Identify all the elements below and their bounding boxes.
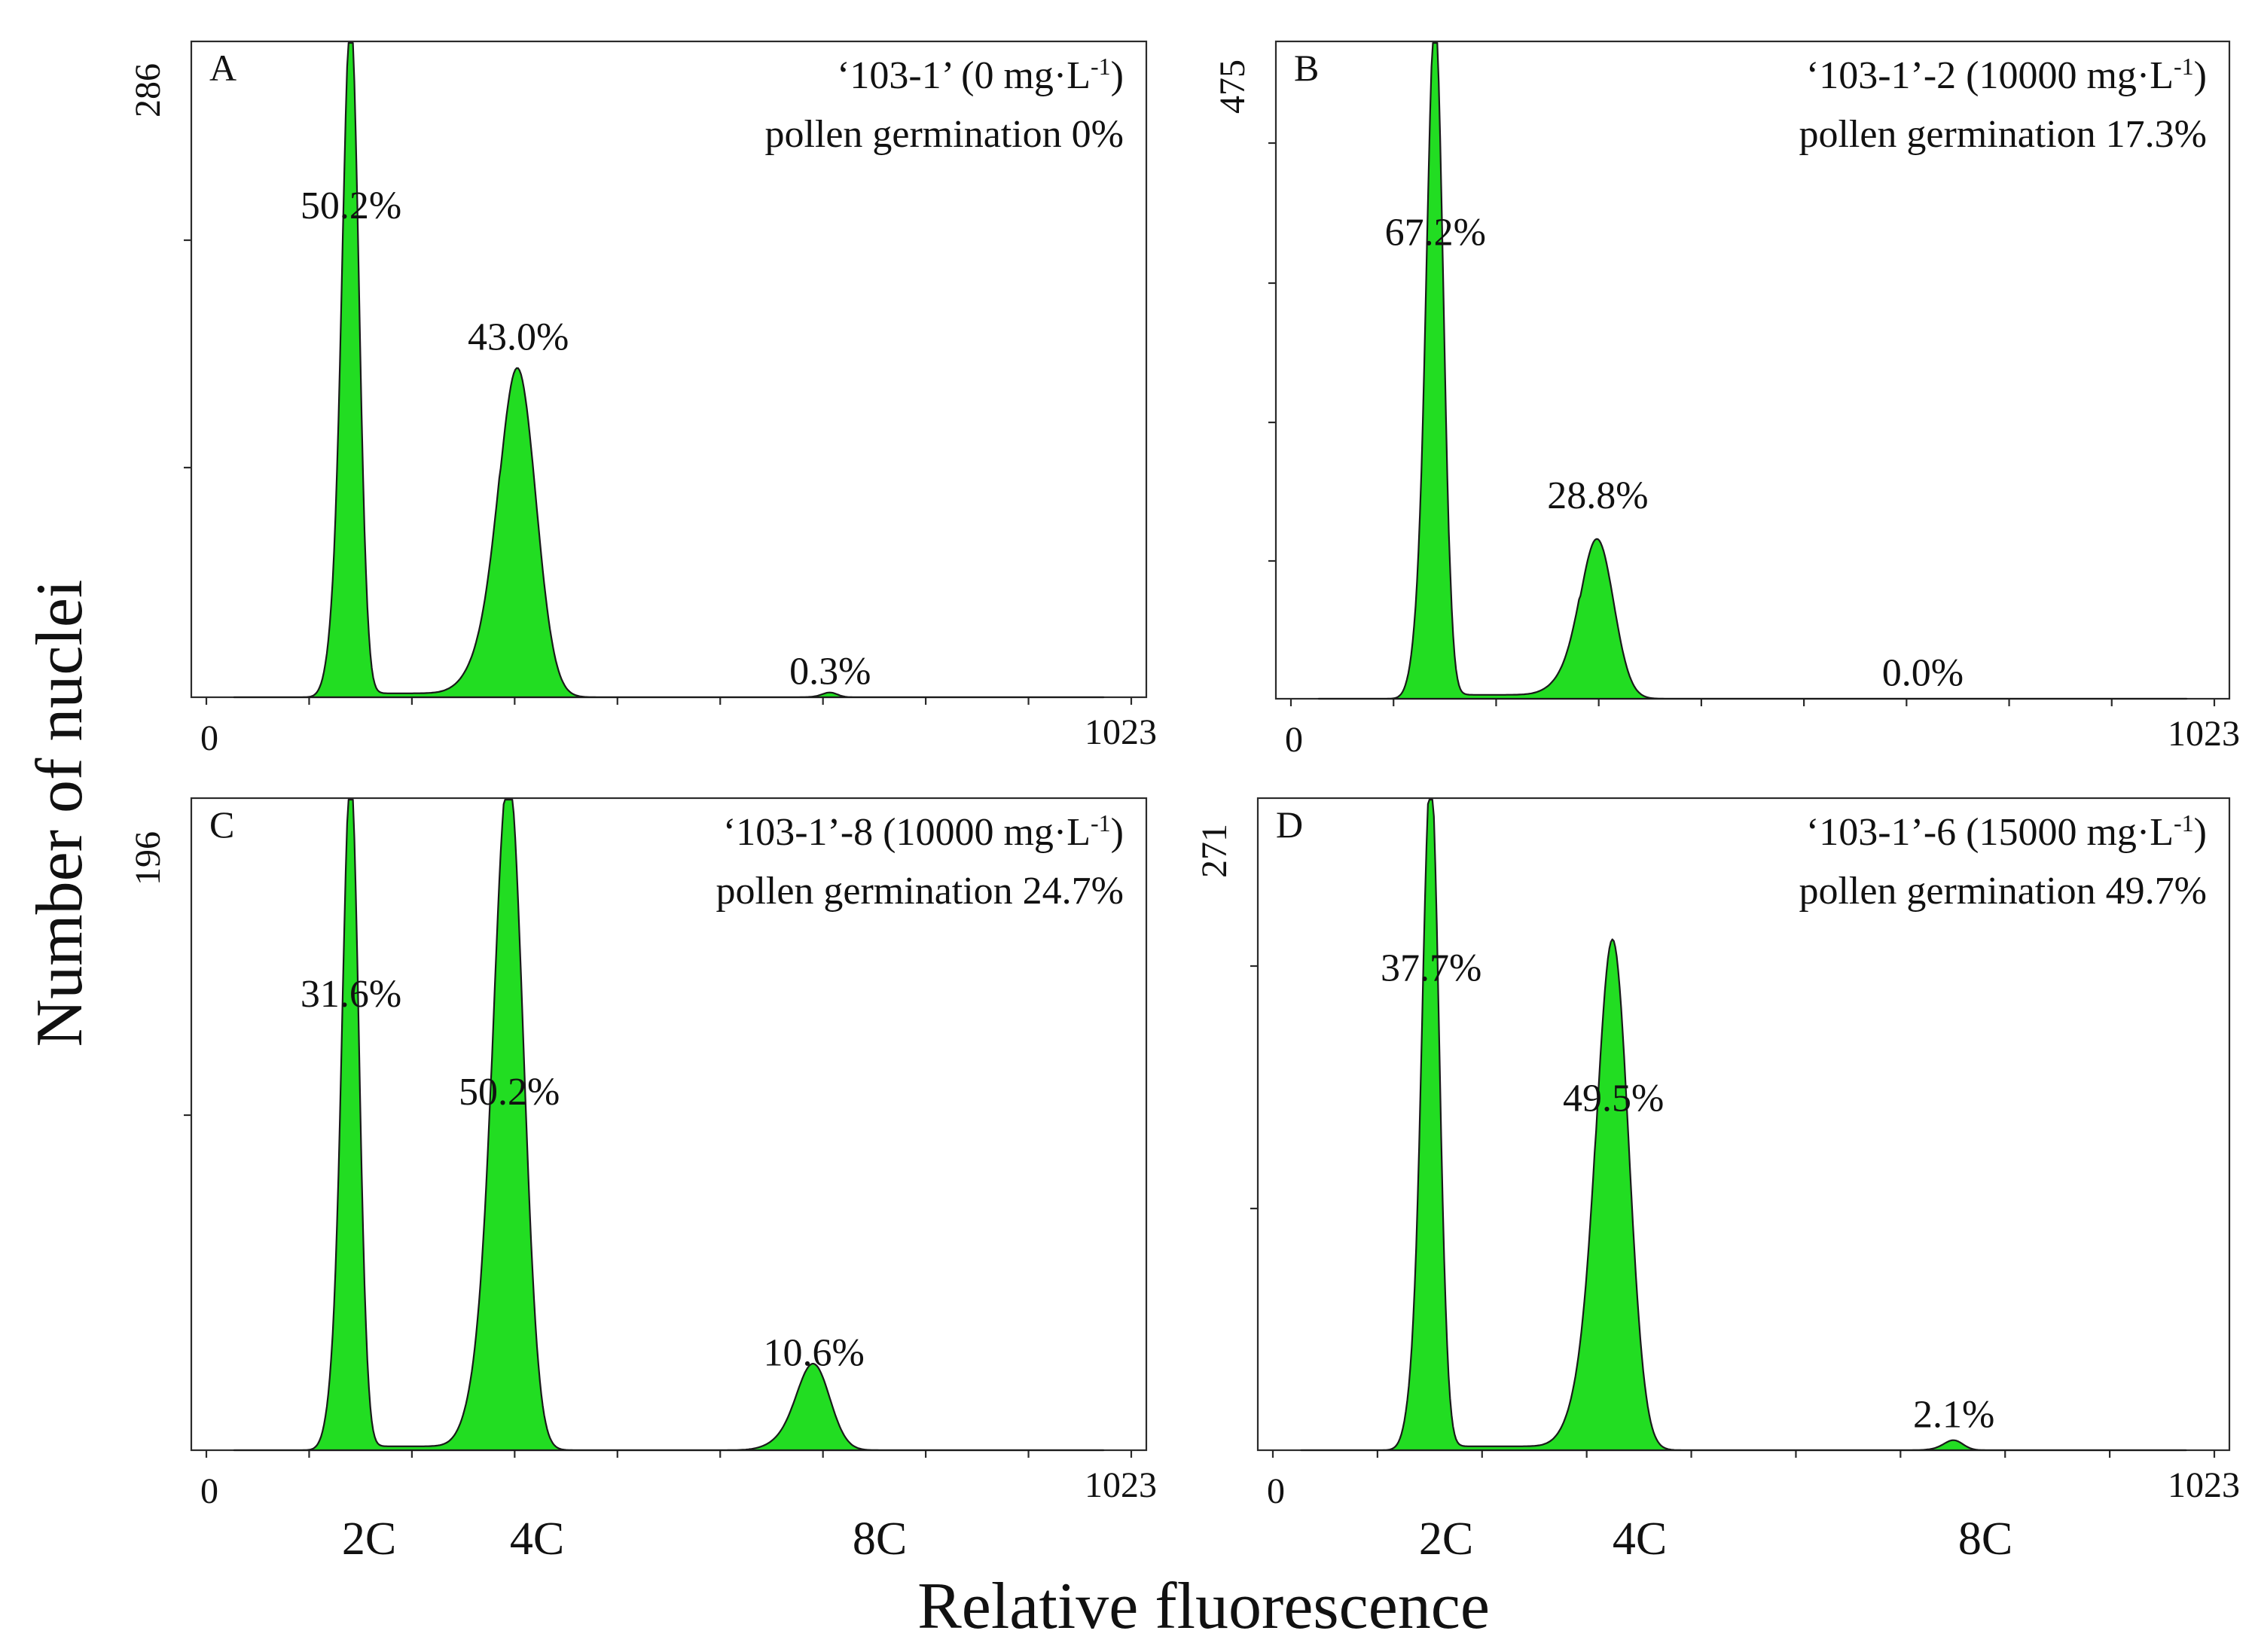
panel-a-sample-text: ‘103-1’ (0 mg·L <box>837 54 1091 97</box>
peak-label-8c-panel-d: 8C <box>1958 1513 2012 1565</box>
panel-c-sample-close: ) <box>1111 811 1124 854</box>
panel-c-letter: C <box>209 803 234 846</box>
panel-a-y-max: 286 <box>128 63 168 117</box>
panel-a-histogram <box>233 41 1105 699</box>
panel-d-x-min: 0 <box>1267 1471 1285 1511</box>
panel-a-x-max: 1023 <box>1085 712 1157 752</box>
panel-b-peak-1-percent: 67.2% <box>1385 212 1486 255</box>
peak-label-2c-panel-c: 2C <box>342 1513 396 1565</box>
panel-a-peak-1-percent: 50.2% <box>301 184 401 227</box>
panel-c-germination-label: pollen germination 24.7% <box>716 870 1124 913</box>
panel-c-sample-exp: -1 <box>1091 809 1111 837</box>
panel-c-peak-3-percent: 10.6% <box>763 1331 864 1374</box>
y-axis-title: Number of nuclei <box>23 580 96 1047</box>
panel-d: D ‘103-1’-6 (15000 mg·L-1) pollen germinat… <box>1195 797 2240 1511</box>
panel-a-sample-label: ‘103-1’ (0 mg·L-1) <box>837 53 1124 97</box>
panel-d-sample-text: ‘103-1’-6 (15000 mg·L <box>1806 811 2174 854</box>
panel-d-sample-close: ) <box>2194 811 2207 854</box>
peak-label-4c-panel-c: 4C <box>510 1513 564 1565</box>
panel-b: B ‘103-1’-2 (10000 mg·L-1) pollen germinat… <box>1213 40 2240 760</box>
panel-b-peak-2-percent: 28.8% <box>1547 474 1648 517</box>
panel-c-peak-1-percent: 31.6% <box>301 973 401 1016</box>
panel-b-sample-text: ‘103-1’-2 (10000 mg·L <box>1806 54 2174 97</box>
panel-d-peak-3-percent: 2.1% <box>1913 1394 1994 1437</box>
panel-c-peak-2-percent: 50.2% <box>459 1071 560 1114</box>
panel-d-y-max: 271 <box>1195 824 1234 878</box>
panel-c-y-max: 196 <box>128 831 168 885</box>
panel-a-sample-close: ) <box>1111 54 1124 97</box>
panel-c-histogram <box>233 798 1105 1452</box>
panel-a: A ‘103-1’ (0 mg·L-1) pollen germination 0%… <box>128 40 1157 758</box>
panel-a-sample-exp: -1 <box>1091 53 1111 80</box>
panel-c-sample-label: ‘103-1’-8 (10000 mg·L-1) <box>723 809 1124 854</box>
panel-c-sample-text: ‘103-1’-8 (10000 mg·L <box>723 811 1091 854</box>
panel-b-x-max: 1023 <box>2168 714 2240 754</box>
panel-b-histogram <box>1317 41 2188 700</box>
panel-a-peak-3-percent: 0.3% <box>789 651 871 693</box>
panel-d-sample-label: ‘103-1’-6 (15000 mg·L-1) <box>1806 809 2207 854</box>
panel-c: C ‘103-1’-8 (10000 mg·L-1) pollen germinat… <box>128 797 1157 1511</box>
panel-a-germination-label: pollen germination 0% <box>764 113 1124 156</box>
panel-d-peak-1-percent: 37.7% <box>1381 946 1481 989</box>
panel-b-peak-3-percent: 0.0% <box>1882 652 1964 695</box>
panel-b-sample-label: ‘103-1’-2 (10000 mg·L-1) <box>1806 53 2207 97</box>
panel-d-sample-exp: -1 <box>2174 809 2194 837</box>
panel-b-sample-exp: -1 <box>2174 53 2194 80</box>
panel-c-x-max: 1023 <box>1085 1465 1157 1505</box>
panel-d-x-max: 1023 <box>2168 1465 2240 1505</box>
panel-b-germination-label: pollen germination 17.3% <box>1799 113 2207 156</box>
panel-a-x-min: 0 <box>200 718 218 758</box>
panel-d-germination-label: pollen germination 49.7% <box>1799 870 2207 913</box>
peak-label-4c-panel-d: 4C <box>1613 1513 1667 1565</box>
panel-a-letter: A <box>209 47 236 89</box>
peak-label-2c-panel-d: 2C <box>1419 1513 1473 1565</box>
panel-b-sample-close: ) <box>2194 54 2207 97</box>
panel-b-letter: B <box>1294 47 1319 89</box>
panel-d-letter: D <box>1276 803 1303 846</box>
panel-a-peak-2-percent: 43.0% <box>468 315 569 358</box>
panel-b-y-max: 475 <box>1213 59 1253 114</box>
panel-d-peak-2-percent: 49.5% <box>1563 1077 1664 1120</box>
panel-d-histogram <box>1300 798 2187 1452</box>
panel-b-x-min: 0 <box>1285 720 1303 760</box>
panel-c-x-min: 0 <box>200 1471 218 1511</box>
peak-label-8c-panel-c: 8C <box>853 1513 907 1565</box>
x-axis-title: Relative fluorescence <box>917 1570 1490 1643</box>
